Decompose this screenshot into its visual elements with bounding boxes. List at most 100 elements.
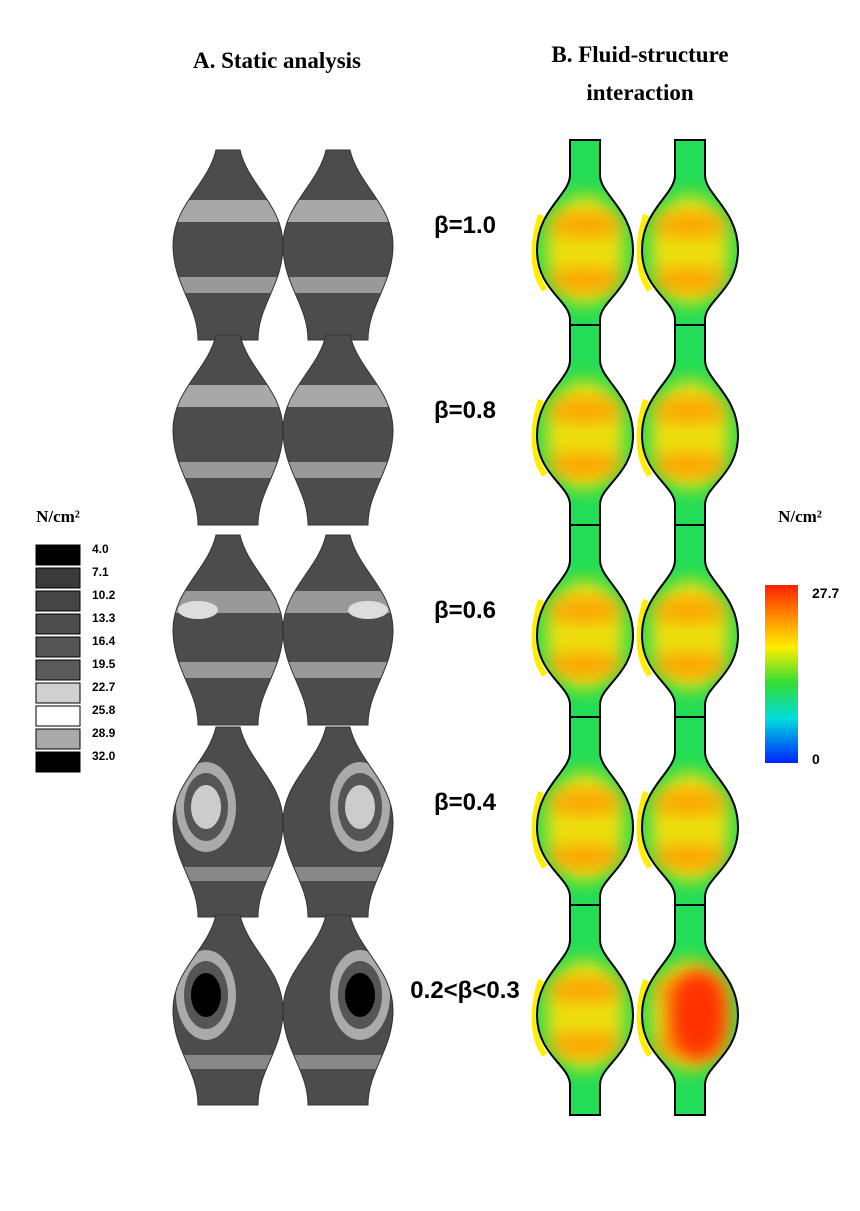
contour — [168, 1055, 288, 1069]
stress-field — [547, 215, 623, 235]
legend-swatch — [36, 752, 80, 772]
vessel-fill — [278, 330, 398, 530]
stress-field — [668, 970, 728, 1060]
legend-label: 7.1 — [92, 565, 109, 579]
static-vessel — [278, 330, 398, 530]
fsi-vessel — [640, 900, 740, 1120]
fsi-vessel — [640, 135, 740, 355]
vessel-fill — [640, 520, 740, 740]
vessel-fill — [535, 712, 635, 932]
row-label: β=0.6 — [434, 597, 496, 624]
fsi-vessel — [535, 712, 635, 932]
static-vessel — [168, 910, 288, 1110]
vessel-fill — [168, 145, 288, 345]
legend-label: 13.3 — [92, 611, 116, 625]
static-vessel — [168, 145, 288, 345]
row-label: β=0.8 — [434, 397, 496, 424]
legend-label: 19.5 — [92, 657, 116, 671]
legend-swatch — [36, 729, 80, 749]
vessel-fill — [168, 910, 288, 1110]
stress-field — [652, 847, 728, 867]
stress-field — [652, 455, 728, 475]
stress-field — [652, 792, 728, 812]
static-vessel — [278, 910, 398, 1110]
vessel-fill — [168, 330, 288, 530]
vessel-fill — [278, 910, 398, 1110]
vessel-fill — [535, 320, 635, 540]
stress-band — [168, 462, 288, 478]
contour — [191, 785, 221, 829]
legend-label: 4.0 — [92, 542, 109, 556]
stress-field — [547, 1035, 623, 1055]
vessel-body — [278, 530, 398, 730]
legend-swatch — [36, 614, 80, 634]
stress-field — [547, 600, 623, 620]
stress-field — [547, 400, 623, 420]
stress-band — [278, 462, 398, 478]
fsi-vessel — [535, 320, 635, 540]
legend-label: 22.7 — [92, 680, 116, 694]
static-vessel — [278, 145, 398, 345]
legend-title: N/cm² — [778, 507, 822, 526]
stress-field — [652, 270, 728, 290]
legend-label: 25.8 — [92, 703, 116, 717]
vessel-fill — [168, 530, 288, 730]
legend-swatch — [36, 568, 80, 588]
contour — [345, 785, 375, 829]
fsi-vessel — [640, 520, 740, 740]
row-label: β=0.4 — [434, 789, 497, 816]
stress-field — [652, 600, 728, 620]
stress-field — [547, 270, 623, 290]
contour — [278, 867, 398, 881]
vessel-body — [168, 330, 288, 530]
fsi-vessel — [535, 900, 635, 1120]
legend-swatch — [36, 637, 80, 657]
static-vessel — [168, 530, 288, 730]
stress-field — [652, 655, 728, 675]
legend-swatch — [36, 545, 80, 565]
stress-field — [652, 400, 728, 420]
stress-field — [547, 980, 623, 1000]
stress-band — [168, 662, 288, 678]
vessel-body — [168, 145, 288, 345]
vessel-fill — [168, 722, 288, 922]
column-title: interaction — [586, 80, 694, 105]
column-title: A. Static analysis — [193, 48, 361, 73]
stress-band — [278, 662, 398, 678]
vessel-fill — [640, 320, 740, 540]
vessel-fill — [278, 722, 398, 922]
legend-title: N/cm² — [36, 507, 80, 526]
row-label: β=1.0 — [434, 212, 496, 239]
vessel-fill — [640, 900, 740, 1120]
color-bar — [765, 585, 798, 763]
fsi-vessel — [640, 712, 740, 932]
color-bar-label: 27.7 — [812, 585, 839, 601]
legend-swatch — [36, 591, 80, 611]
static-vessel — [278, 530, 398, 730]
vessel-fill — [640, 712, 740, 932]
stress-band — [348, 601, 388, 619]
fsi-vessel — [640, 320, 740, 540]
stress-band — [278, 277, 398, 293]
figure: A. Static analysis B. Fluid-structure in… — [0, 0, 860, 1211]
legend-swatch — [36, 683, 80, 703]
static-vessel — [278, 722, 398, 922]
legend-swatch — [36, 706, 80, 726]
fsi-vessel — [535, 135, 635, 355]
contour — [168, 867, 288, 881]
color-bar-label: 0 — [812, 751, 820, 767]
row-label: 0.2<β<0.3 — [410, 977, 519, 1004]
legend-label: 10.2 — [92, 588, 116, 602]
stress-field — [547, 455, 623, 475]
stress-field — [547, 792, 623, 812]
legend-swatch — [36, 660, 80, 680]
stress-field — [547, 655, 623, 675]
vessel-fill — [278, 530, 398, 730]
static-vessel — [168, 722, 288, 922]
stress-band — [178, 601, 218, 619]
vessel-fill — [535, 900, 635, 1120]
contour — [345, 973, 375, 1017]
legend-label: 16.4 — [92, 634, 116, 648]
vessel-body — [168, 530, 288, 730]
stress-field — [652, 215, 728, 235]
